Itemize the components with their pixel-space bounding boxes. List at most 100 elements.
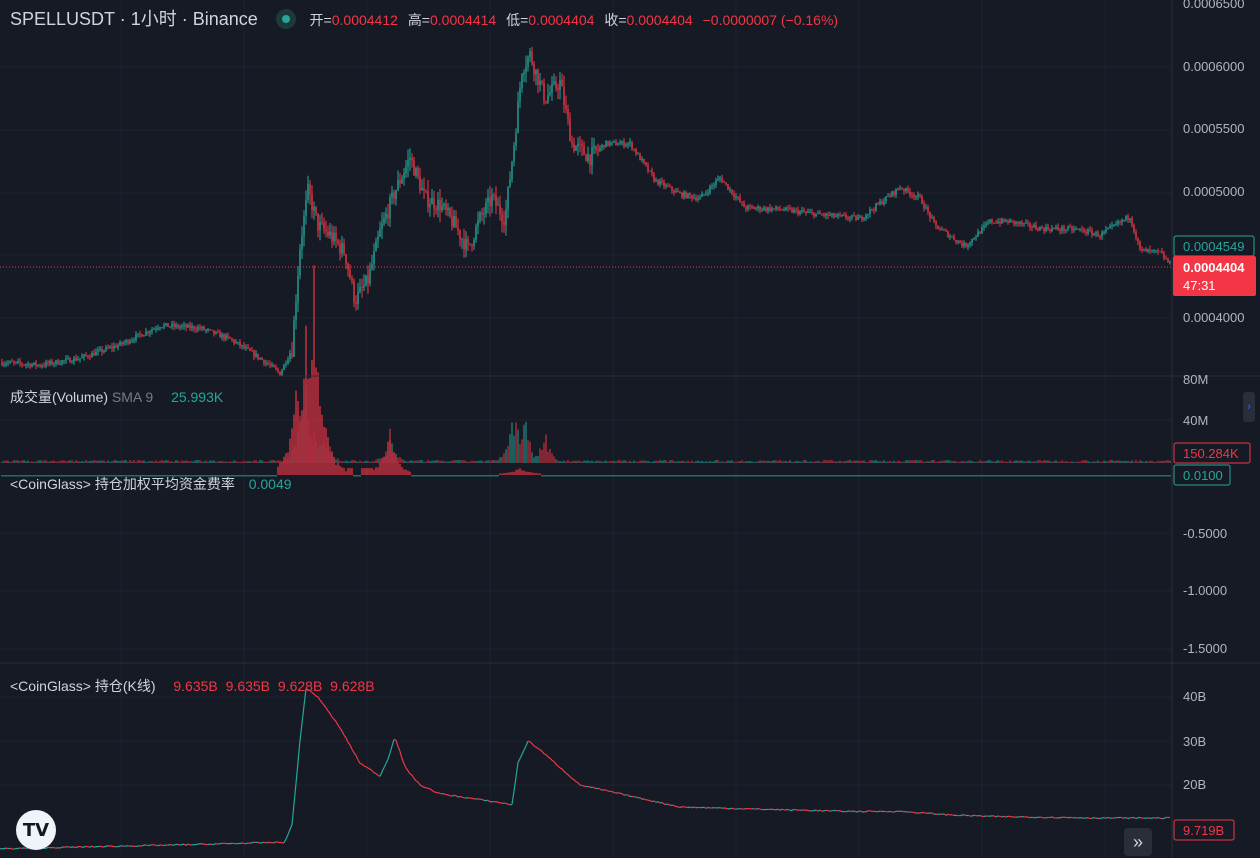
oi-segment — [779, 808, 783, 811]
funding-bar — [345, 471, 347, 475]
funding-bar — [687, 475, 689, 477]
volume-bar — [59, 461, 61, 463]
volume-bar — [939, 461, 941, 463]
candle-body — [427, 191, 429, 208]
funding-bar — [779, 475, 781, 477]
candle-body — [357, 291, 359, 305]
candle-body — [611, 141, 613, 143]
candle-body — [937, 225, 939, 230]
volume-bar — [251, 461, 253, 463]
double-chevron-right-icon[interactable]: » — [1124, 828, 1152, 856]
oi-legend[interactable]: <CoinGlass> 持仓(K线) 9.635B 9.635B 9.628B … — [10, 677, 375, 695]
chevron-right-icon[interactable]: › — [1243, 392, 1255, 422]
funding-bar — [735, 475, 737, 477]
funding-bar — [531, 472, 533, 475]
volume-bar — [729, 460, 731, 463]
volume-bar — [949, 460, 951, 463]
funding-value: 0.0049 — [248, 476, 292, 492]
volume-legend[interactable]: 成交量(Volume) SMA 9 25.993K — [10, 388, 223, 406]
oi-segment — [553, 761, 557, 765]
funding-bar — [279, 462, 281, 475]
volume-bar — [699, 461, 701, 463]
candle-body — [259, 357, 261, 359]
funding-bar — [77, 475, 79, 477]
market-open-dot-icon — [275, 9, 296, 30]
oi-segment — [317, 696, 321, 701]
volume-bar — [353, 460, 355, 463]
oi-segment — [245, 842, 249, 845]
oi-segment — [993, 815, 997, 818]
candle-body — [819, 212, 821, 215]
candle-body — [401, 178, 403, 184]
candle-body — [1135, 231, 1137, 239]
candle-body — [577, 143, 579, 147]
volume-bar — [513, 435, 515, 463]
candle-body — [1169, 261, 1171, 263]
funding-bar — [925, 475, 927, 477]
tradingview-logo-icon[interactable]: TV — [16, 810, 56, 850]
oi-segment — [647, 799, 651, 802]
funding-bar — [467, 475, 469, 477]
oi-segment — [1049, 816, 1053, 819]
volume-bar — [845, 461, 847, 463]
candle-body — [573, 143, 575, 151]
candle-body — [41, 365, 43, 367]
oi-segment — [459, 795, 463, 798]
funding-bar — [457, 475, 459, 477]
candle-body — [857, 217, 859, 220]
oi-segment — [177, 843, 181, 846]
candle-body — [763, 207, 765, 210]
volume-bar — [503, 453, 505, 463]
volume-bar — [561, 461, 563, 463]
candle-body — [1061, 226, 1063, 231]
volume-bar — [375, 459, 377, 463]
candle-body — [527, 57, 529, 67]
candle-body — [919, 194, 921, 197]
funding-bar — [689, 475, 691, 477]
funding-bar — [1017, 475, 1019, 477]
candle-body — [755, 208, 757, 210]
funding-bar — [1057, 475, 1059, 477]
candle-body — [389, 197, 391, 219]
volume-bar — [51, 460, 53, 463]
candle-body — [931, 217, 933, 219]
funding-bar — [501, 473, 503, 475]
funding-bar — [591, 475, 593, 477]
oi-segment — [815, 809, 819, 812]
funding-bar — [453, 475, 455, 477]
oi-segment — [351, 748, 355, 754]
funding-bar — [797, 475, 799, 477]
volume-bar — [863, 460, 865, 463]
candle-body — [489, 197, 491, 206]
candle-body — [181, 326, 183, 328]
funding-bar — [159, 475, 161, 477]
oi-segment — [321, 702, 325, 706]
funding-bar — [1083, 475, 1085, 477]
oi-segment — [787, 808, 791, 811]
oi-segment — [1027, 816, 1031, 819]
volume-bar — [105, 461, 107, 463]
volume-bar — [797, 461, 799, 463]
candle-body — [483, 213, 485, 215]
candle-body — [571, 141, 573, 144]
funding-bar — [715, 475, 717, 477]
funding-legend[interactable]: <CoinGlass> 持仓加权平均资金费率 0.0049 — [10, 475, 292, 493]
funding-bar — [705, 475, 707, 477]
volume-bar — [1105, 461, 1107, 463]
candle-body — [289, 353, 291, 360]
oi-segment — [529, 741, 533, 744]
volume-bar — [1155, 461, 1157, 463]
symbol-title[interactable]: SPELLUSDT · 1小时 · Binance — [10, 9, 258, 29]
funding-bar — [307, 378, 309, 475]
funding-bar — [391, 451, 393, 475]
funding-bar — [221, 475, 223, 477]
funding-last-tag — [1173, 464, 1231, 486]
funding-bar — [335, 464, 337, 475]
candle-body — [431, 198, 433, 205]
volume-bar — [483, 461, 485, 463]
funding-bar — [1073, 475, 1075, 477]
candle-body — [229, 336, 231, 339]
funding-bar — [411, 475, 413, 477]
oi-segment — [303, 688, 307, 706]
